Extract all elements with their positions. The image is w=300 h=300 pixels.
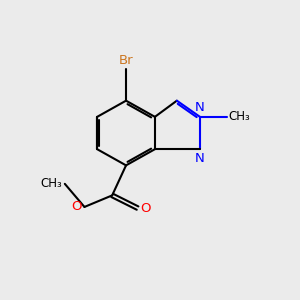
Text: CH₃: CH₃ bbox=[41, 177, 62, 190]
Text: N: N bbox=[195, 101, 205, 114]
Text: CH₃: CH₃ bbox=[229, 110, 250, 123]
Text: O: O bbox=[71, 200, 82, 213]
Text: Br: Br bbox=[119, 54, 133, 67]
Text: O: O bbox=[140, 202, 150, 214]
Text: N: N bbox=[195, 152, 205, 165]
